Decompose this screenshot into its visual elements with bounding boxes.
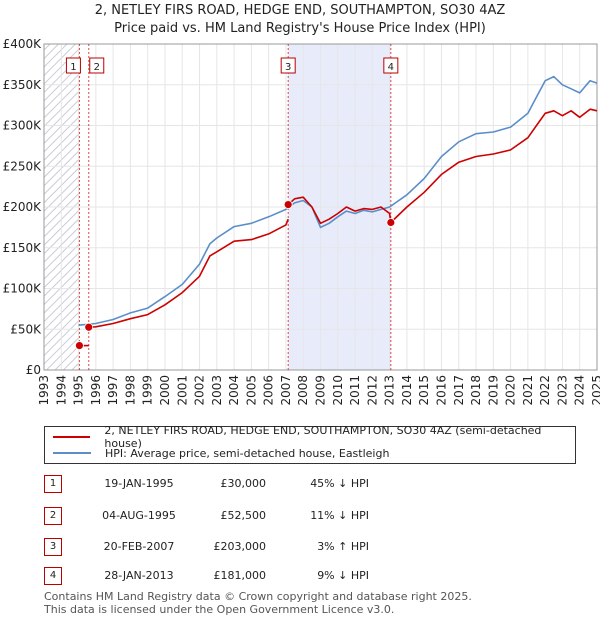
x-tick-label: 2014 [400,375,414,406]
x-tick-label: 2007 [279,375,293,406]
sale-point [75,341,84,350]
property-series-line [390,108,598,224]
legend: 2, NETLEY FIRS ROAD, HEDGE END, SOUTHAMP… [44,424,576,464]
x-tick-label: 2002 [193,375,207,406]
sale-marker-label: 4 [388,62,394,73]
y-tick-label: £300K [3,119,43,133]
transaction-number: 2 [44,507,62,525]
x-tick-label: 1998 [123,375,137,406]
transaction-hpi: 45% ↓ HPI [310,477,369,490]
x-tick-label: 2006 [262,375,276,406]
legend-hpi-swatch [53,452,91,454]
footer-licence: This data is licensed under the Open Gov… [44,603,395,616]
legend-property-swatch [53,436,91,438]
x-tick-label: 2024 [573,375,587,406]
x-tick-label: 2020 [504,375,518,406]
y-tick-label: £100K [3,282,43,296]
x-tick-label: 1997 [106,375,120,406]
y-tick-label: £50K [10,322,42,336]
sale-marker-label: 2 [94,62,100,73]
sale-marker-box [89,57,105,74]
x-tick-label: 1995 [72,375,86,406]
transaction-price: £203,000 [213,540,267,553]
y-tick-label: £350K [3,78,43,92]
transaction-date: 04-AUG-1995 [102,509,176,522]
x-tick-label: 2017 [452,375,466,406]
legend-property: 2, NETLEY FIRS ROAD, HEDGE END, SOUTHAMP… [53,424,575,450]
y-tick-label: £150K [3,241,43,255]
hpi-series-line [78,75,598,326]
x-tick-label: 1993 [37,375,51,406]
x-tick-label: 2021 [521,375,535,406]
x-tick-label: 2003 [210,375,224,406]
x-tick-label: 2019 [486,375,500,406]
transaction-price: £30,000 [220,477,267,490]
x-tick-label: 2018 [469,375,483,406]
transaction-row: 3 20-FEB-2007 £203,000 3% ↑ HPI [44,538,584,558]
transaction-date: 28-JAN-2013 [104,569,174,582]
y-tick-label: £200K [3,200,43,214]
x-tick-label: 2000 [158,375,172,406]
x-tick-label: 2012 [365,375,379,406]
sale-marker-box [65,57,81,74]
x-tick-label: 2022 [538,375,552,406]
x-tick-label: 2013 [383,375,397,406]
transaction-number: 3 [44,538,62,556]
x-tick-label: 2011 [348,375,362,406]
sale-point [84,322,94,332]
x-tick-label: 2016 [434,375,448,406]
x-tick-label: 1996 [89,375,103,406]
transaction-price: £181,000 [213,569,267,582]
transaction-date: 19-JAN-1995 [104,477,174,490]
transaction-price: £52,500 [220,509,267,522]
y-tick-label: £400K [3,37,43,51]
sale-marker-label: 1 [70,62,76,73]
property-series-line [88,218,289,328]
transaction-hpi: 11% ↓ HPI [310,509,369,522]
x-tick-label: 2025 [590,375,600,406]
x-tick-label: 2009 [314,375,328,406]
sale-marker-box [383,57,399,74]
transaction-number: 4 [44,567,62,585]
legend-hpi: HPI: Average price, semi-detached house,… [53,446,389,460]
y-tick-label: £0 [26,363,41,377]
legend-property-label: 2, NETLEY FIRS ROAD, HEDGE END, SOUTHAMP… [104,424,542,450]
transaction-hpi: 9% ↓ HPI [317,569,369,582]
x-tick-label: 1999 [141,375,155,406]
sale-marker-label: 3 [285,62,291,73]
chart-title: 2, NETLEY FIRS ROAD, HEDGE END, SOUTHAMP… [94,3,506,18]
x-tick-label: 2008 [296,375,310,406]
y-tick-label: £250K [3,159,43,173]
transaction-row: 1 19-JAN-1995 £30,000 45% ↓ HPI [44,475,584,495]
sale-point [386,218,396,227]
legend-hpi-label: HPI: Average price, semi-detached house,… [105,446,390,460]
x-tick-label: 2015 [417,375,431,406]
price-chart: £0 £50K £100K £150K £200K £250K £300K £350K £400… [3,37,600,406]
x-tick-label: 2005 [244,375,258,406]
transaction-date: 20-FEB-2007 [103,540,175,553]
property-series-line [287,196,392,225]
x-tick-label: 2010 [331,375,345,406]
x-tick-label: 2004 [227,375,241,406]
x-tick-label: 2001 [175,375,189,406]
x-tick-label: 1994 [54,375,68,406]
footer-copyright: Contains HM Land Registry data © Crown c… [44,590,472,603]
transaction-hpi: 3% ↑ HPI [317,540,369,553]
chart-subtitle: Price paid vs. HM Land Registry's House … [114,21,486,36]
transaction-row: 4 28-JAN-2013 £181,000 9% ↓ HPI [44,567,584,587]
x-tick-label: 2023 [555,375,569,406]
sale-point [283,200,293,209]
transaction-number: 1 [44,475,62,493]
transaction-row: 2 04-AUG-1995 £52,500 11% ↓ HPI [44,507,584,527]
sale-marker-box [280,57,296,74]
plot-frame [43,43,598,371]
